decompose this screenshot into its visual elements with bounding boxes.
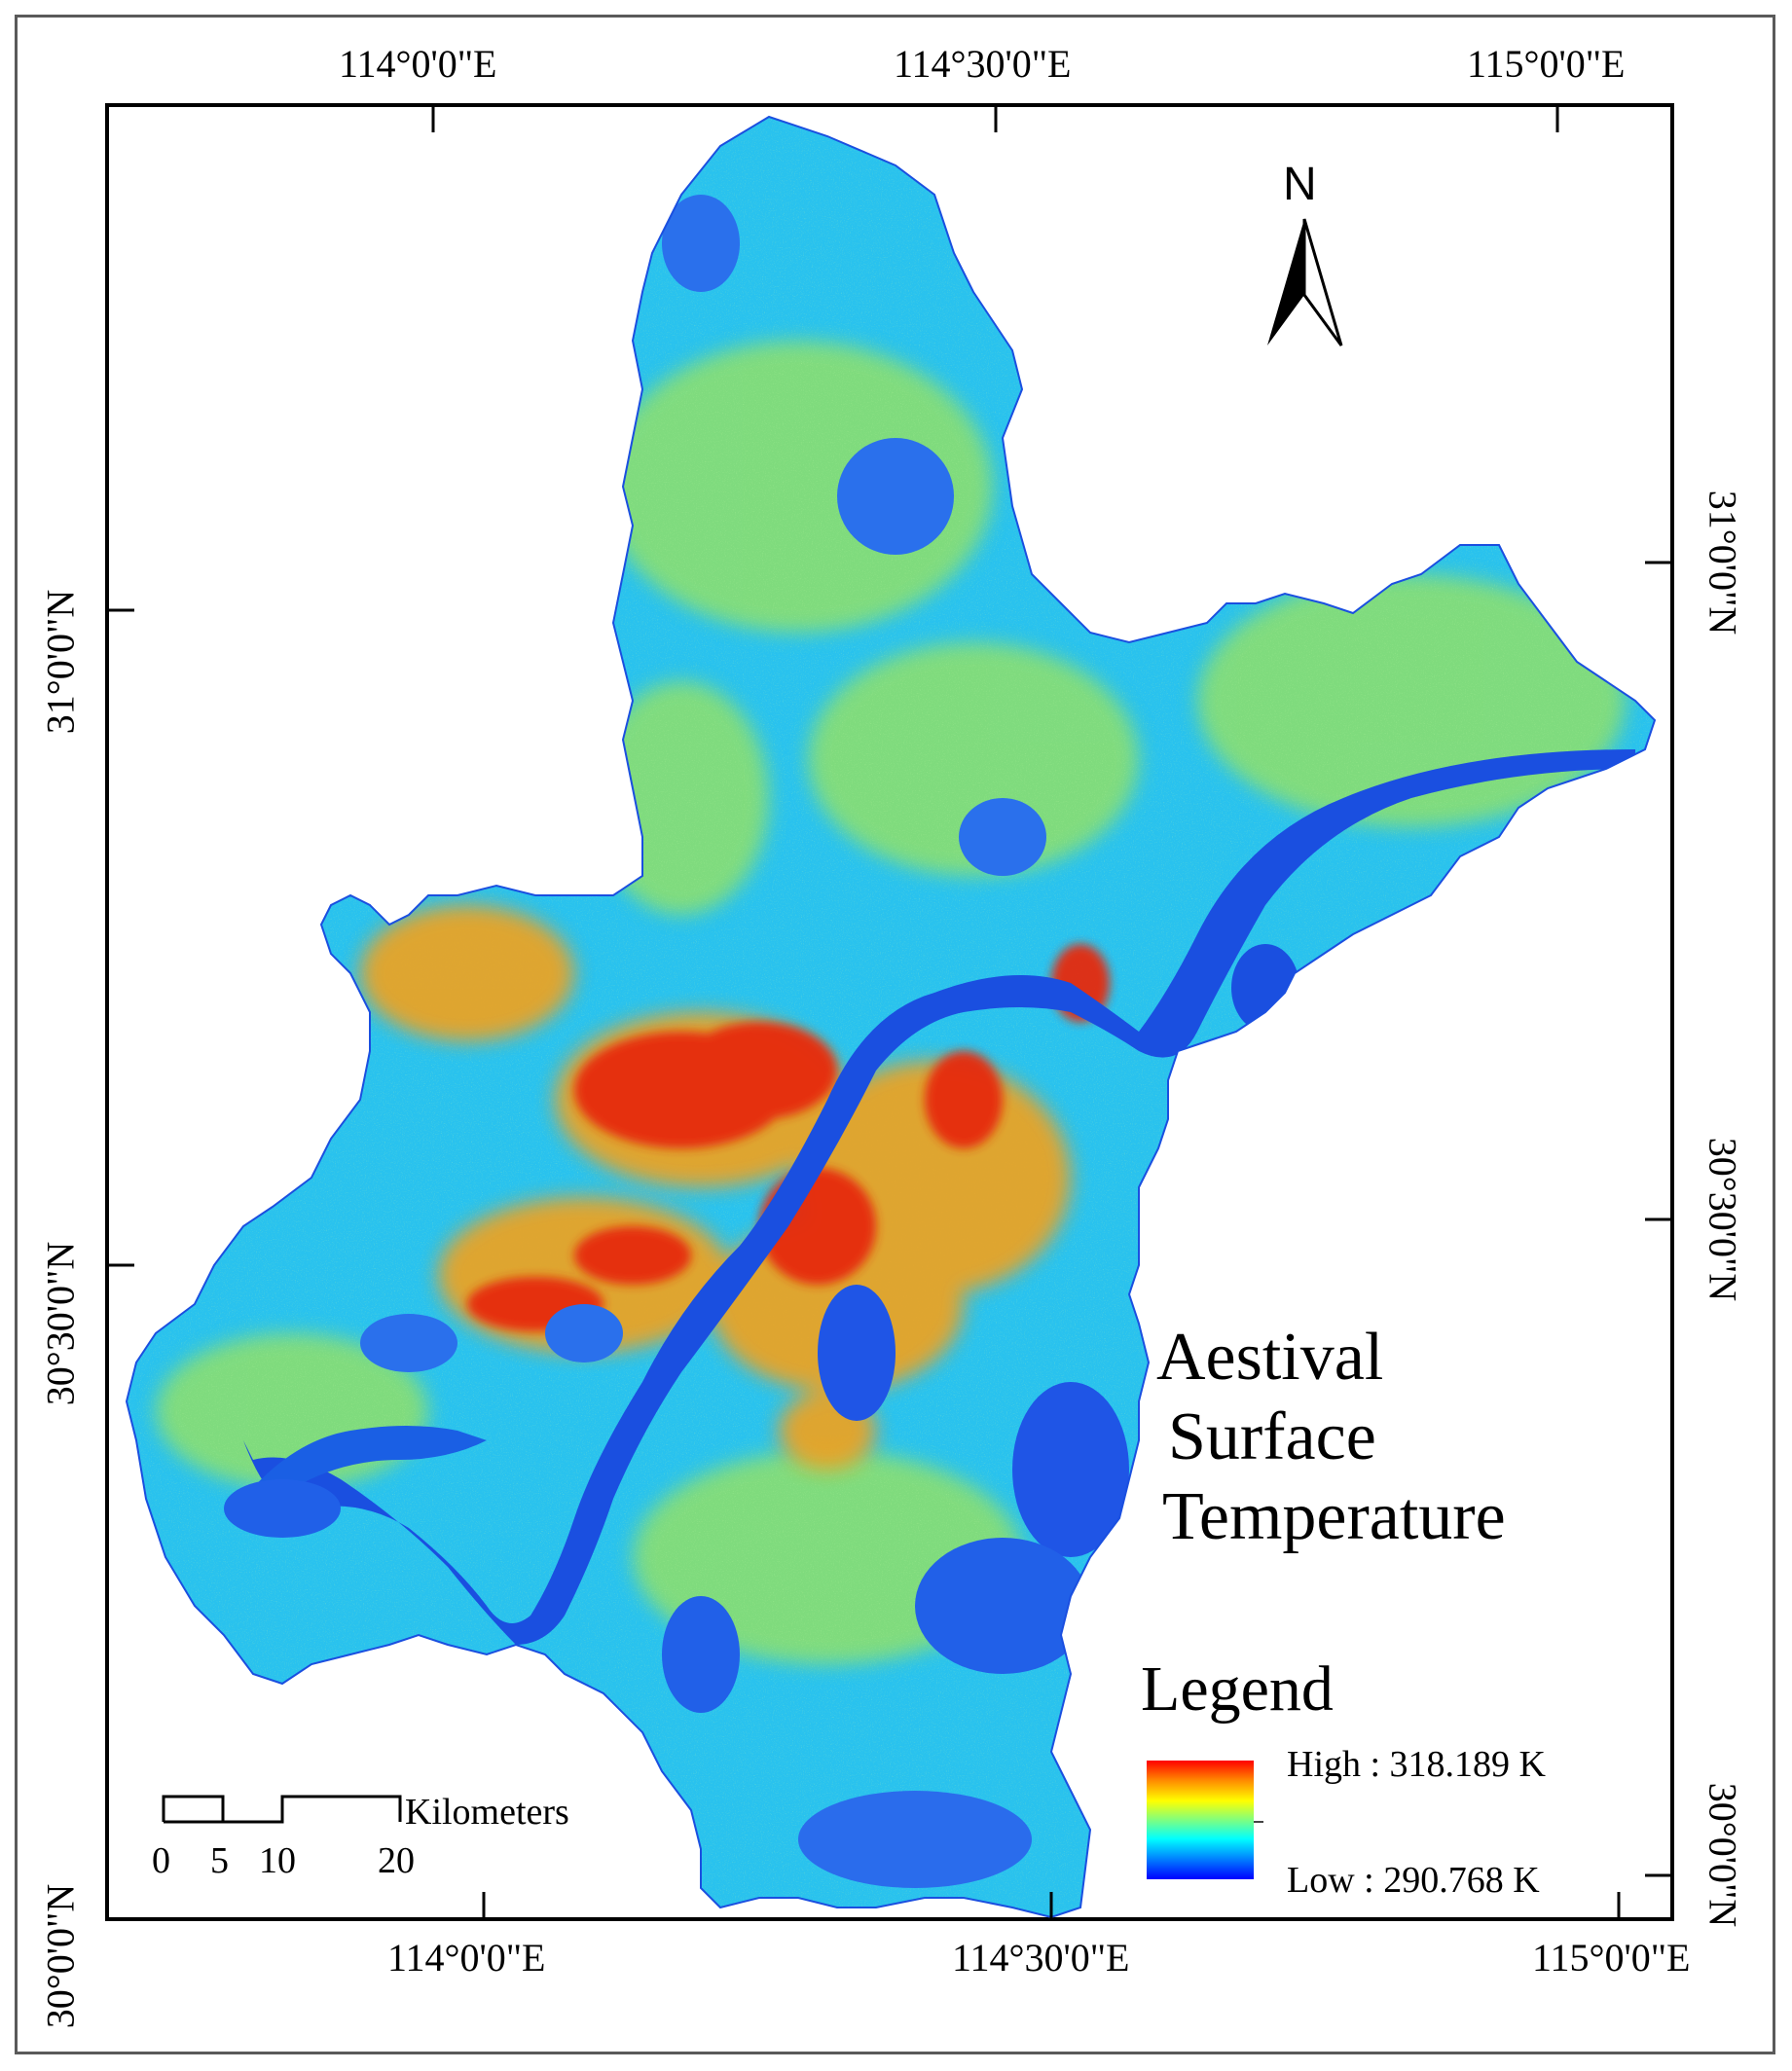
top-longitude-label: 115°0'0"E [1467, 42, 1626, 86]
right-latitude-label: 31°0'0"N [1701, 490, 1745, 636]
scale-tick-label: 10 [259, 1840, 296, 1881]
legend-color-ramp [1147, 1761, 1254, 1879]
scale-tick-label: 20 [378, 1840, 415, 1881]
legend-high-label: High : 318.189 K [1287, 1744, 1546, 1785]
graticule-ticks [105, 103, 1674, 1921]
lake [837, 438, 954, 555]
lake [224, 1479, 341, 1538]
lake [818, 1285, 896, 1421]
scale-unit-label: Kilometers [405, 1792, 569, 1833]
map-title-line-3: Temperature [1162, 1479, 1506, 1554]
temperature-raster [127, 117, 1655, 1917]
north-arrow-label: N [1283, 159, 1317, 210]
lake [1231, 944, 1299, 1032]
scale-bar [162, 1795, 402, 1824]
scale-tick-label: 5 [210, 1840, 229, 1881]
right-latitude-label: 30°0'0"N [1701, 1782, 1745, 1928]
lake [798, 1791, 1032, 1888]
bottom-longitude-label: 114°0'0"E [387, 1936, 546, 1980]
right-latitude-label: 30°30'0"N [1701, 1137, 1745, 1302]
lake [915, 1538, 1090, 1674]
left-latitude-label: 31°0'0"N [38, 589, 83, 735]
lake [545, 1304, 623, 1362]
han-river [243, 1426, 487, 1499]
bottom-longitude-label: 114°30'0"E [952, 1936, 1130, 1980]
scale-tick-label: 0 [152, 1840, 170, 1881]
map-title-line-2: Surface [1168, 1399, 1376, 1474]
north-arrow-icon [1267, 218, 1343, 346]
lake [1012, 1382, 1129, 1557]
left-latitude-label: 30°30'0"N [38, 1241, 83, 1406]
top-longitude-label: 114°30'0"E [894, 42, 1072, 86]
lake [959, 798, 1046, 876]
top-longitude-label: 114°0'0"E [339, 42, 497, 86]
legend-low-label: Low : 290.768 K [1287, 1860, 1540, 1901]
map-title-line-1: Aestival [1156, 1320, 1384, 1395]
lake [662, 1596, 740, 1713]
left-latitude-label: 30°0'0"N [38, 1883, 83, 2029]
lake [662, 195, 740, 292]
lake [360, 1314, 457, 1372]
outer-frame [15, 15, 1775, 2054]
legend-title: Legend [1141, 1653, 1334, 1725]
bottom-longitude-label: 115°0'0"E [1532, 1936, 1691, 1980]
